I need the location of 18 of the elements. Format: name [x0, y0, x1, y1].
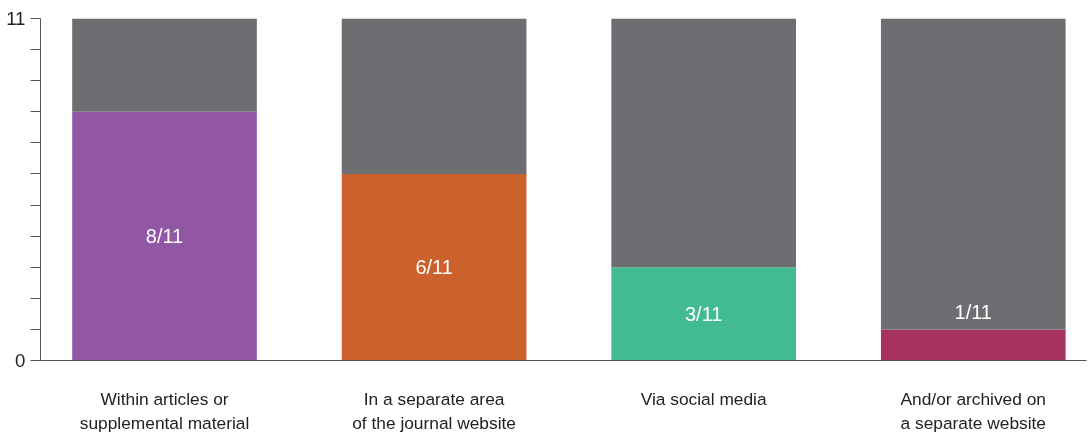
x-tick-label: And/or archived on a separate website: [900, 388, 1047, 433]
data-label: 3/11: [684, 302, 723, 325]
data-label: 6/11: [415, 256, 453, 279]
bar: [611, 18, 797, 268]
bar: [72, 18, 257, 112]
bar: [341, 173, 527, 361]
bar: [72, 111, 257, 361]
y-tick-label: 0: [15, 350, 26, 371]
bar: [880, 329, 1066, 361]
x-tick-label: Within articles or supplemental material: [79, 388, 250, 433]
data-label: 8/11: [145, 225, 184, 248]
data-label: 1/11: [954, 301, 993, 324]
bar: [341, 18, 527, 174]
x-tick-label: In a separate area of the journal website: [352, 388, 516, 433]
bar: [880, 18, 1066, 330]
bar: [611, 267, 797, 361]
x-tick-label: Via social media: [640, 388, 767, 409]
y-tick-label: 11: [6, 8, 26, 29]
